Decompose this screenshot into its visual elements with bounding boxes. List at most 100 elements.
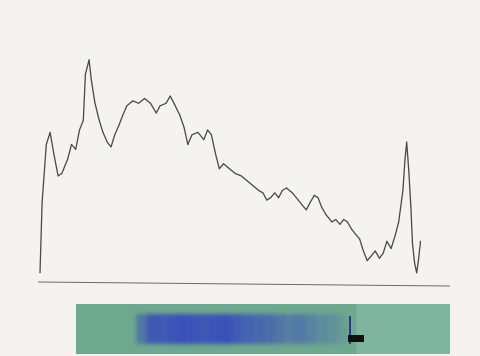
- data-point: [234, 172, 236, 175]
- data-point: [301, 204, 303, 206]
- data-point: [354, 233, 356, 235]
- gel-strip-right-region: [356, 304, 450, 354]
- data-point: [313, 194, 315, 196]
- data-point: [362, 250, 364, 252]
- band-segment: [251, 314, 263, 344]
- data-point: [246, 180, 248, 182]
- gel-strip: [76, 304, 450, 354]
- data-point: [411, 243, 414, 245]
- data-point: [386, 240, 388, 242]
- data-point: [305, 209, 307, 211]
- data-point: [78, 129, 81, 131]
- band-segment: [314, 314, 326, 344]
- data-point: [94, 102, 96, 104]
- band-segment: [335, 314, 347, 344]
- data-point: [291, 192, 293, 194]
- data-point: [297, 199, 299, 201]
- data-point: [218, 168, 220, 170]
- data-point: [266, 199, 268, 201]
- data-point: [325, 214, 327, 216]
- band-segment: [167, 314, 179, 344]
- band-segment: [241, 314, 253, 344]
- data-point: [398, 221, 400, 223]
- band-segment: [136, 314, 148, 344]
- data-point: [406, 141, 408, 143]
- data-point: [132, 100, 134, 102]
- data-point: [207, 129, 209, 131]
- band-segment: [146, 314, 158, 344]
- data-point: [351, 228, 353, 230]
- data-point: [331, 221, 333, 223]
- data-point: [222, 163, 225, 165]
- data-point: [274, 192, 276, 194]
- data-point: [402, 189, 404, 192]
- band-segment: [283, 314, 295, 344]
- data-point: [165, 102, 167, 104]
- data-point: [370, 255, 372, 257]
- band-segment: [220, 314, 232, 344]
- data-point: [309, 202, 311, 204]
- band-segment: [188, 314, 200, 344]
- data-point: [106, 141, 108, 143]
- data-point: [339, 223, 341, 225]
- data-point: [122, 114, 124, 116]
- data-point: [90, 78, 92, 80]
- data-point: [149, 102, 152, 104]
- data-point: [394, 235, 396, 237]
- data-point: [173, 102, 175, 104]
- data-point: [281, 189, 283, 192]
- data-point: [61, 172, 63, 175]
- data-point: [414, 262, 416, 264]
- band-segment: [230, 314, 242, 344]
- data-point: [203, 139, 205, 141]
- data-point: [144, 97, 146, 100]
- data-point: [258, 189, 260, 192]
- stained-band-region: [136, 314, 347, 344]
- data-point: [240, 175, 242, 177]
- data-point: [228, 168, 230, 170]
- data-point: [321, 206, 323, 208]
- data-point: [215, 153, 217, 155]
- data-point: [382, 252, 384, 254]
- data-point: [49, 131, 51, 133]
- data-point: [270, 197, 272, 199]
- data-point: [67, 158, 69, 160]
- band-segment: [325, 314, 337, 344]
- data-point: [45, 143, 47, 146]
- data-point: [179, 114, 181, 116]
- band-segment: [293, 314, 305, 344]
- data-point: [210, 134, 212, 136]
- data-point: [346, 221, 348, 223]
- data-point: [53, 153, 55, 155]
- data-point: [98, 119, 100, 121]
- data-point: [138, 102, 140, 104]
- data-point: [197, 131, 199, 133]
- data-point: [82, 119, 84, 121]
- data-point: [110, 146, 112, 148]
- data-point: [169, 95, 171, 97]
- data-point: [118, 124, 120, 126]
- data-point: [408, 170, 410, 172]
- data-point: [57, 175, 59, 177]
- data-point: [159, 105, 161, 107]
- data-point: [252, 185, 254, 187]
- data-point: [359, 238, 361, 240]
- band-segment: [157, 314, 169, 344]
- band-segment: [178, 314, 190, 344]
- band-segment: [262, 314, 274, 344]
- data-point: [75, 148, 77, 150]
- data-point: [70, 143, 73, 146]
- data-point: [114, 134, 116, 136]
- band-segment: [199, 314, 211, 344]
- data-point: [404, 158, 406, 160]
- data-point: [39, 272, 41, 274]
- data-point: [126, 105, 128, 107]
- data-point: [335, 218, 337, 221]
- data-point: [374, 250, 376, 252]
- data-point: [262, 192, 264, 194]
- data-point: [191, 134, 193, 136]
- data-point: [84, 73, 86, 75]
- data-point: [88, 59, 90, 61]
